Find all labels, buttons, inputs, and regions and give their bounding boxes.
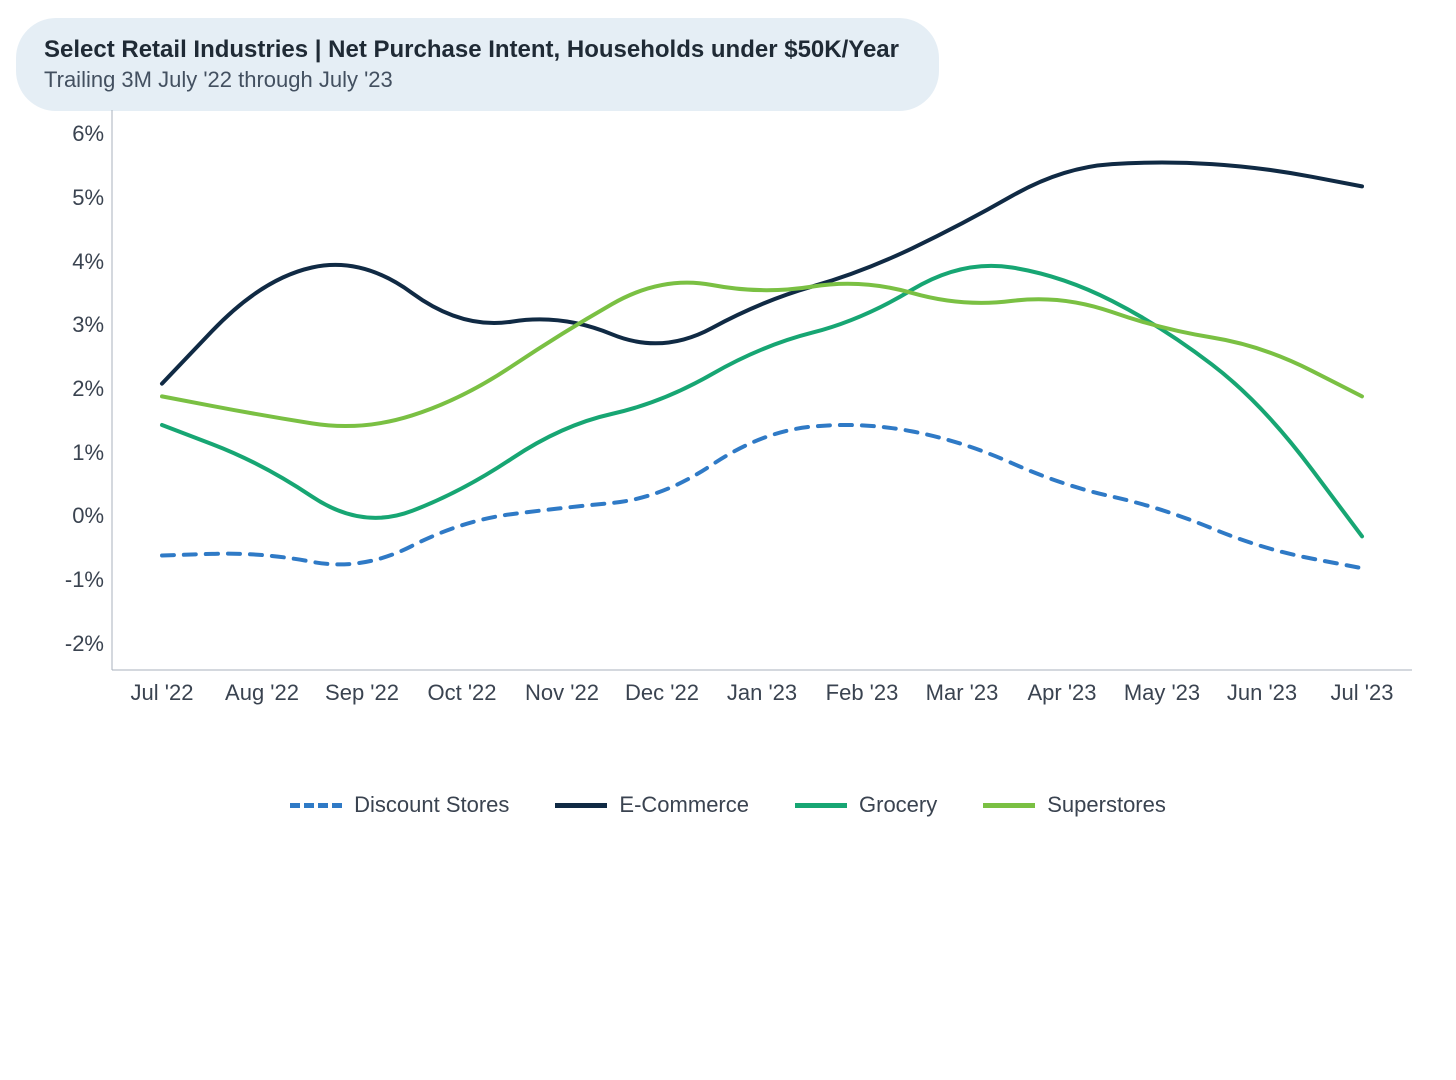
legend-item: Grocery (795, 792, 937, 818)
chart-subtitle: Trailing 3M July '22 through July '23 (44, 67, 899, 93)
x-tick-label: Aug '22 (212, 680, 312, 706)
x-tick-label: Feb '23 (812, 680, 912, 706)
legend-swatch (983, 803, 1035, 808)
legend: Discount Stores E-Commerce Grocery Supersto… (0, 792, 1456, 818)
x-tick-label: Jul '23 (1312, 680, 1412, 706)
x-tick-label: Jan '23 (712, 680, 812, 706)
chart-title: Select Retail Industries | Net Purchase … (44, 36, 899, 65)
legend-item: E-Commerce (555, 792, 749, 818)
legend-swatch (795, 803, 847, 808)
legend-label: Discount Stores (354, 792, 509, 818)
plot-svg (28, 110, 1422, 680)
x-tick-label: Jul '22 (112, 680, 212, 706)
legend-swatch (555, 803, 607, 808)
legend-label: E-Commerce (619, 792, 749, 818)
legend-item: Superstores (983, 792, 1166, 818)
title-pill: Select Retail Industries | Net Purchase … (16, 18, 939, 111)
legend-item: Discount Stores (290, 792, 509, 818)
x-tick-label: Apr '23 (1012, 680, 1112, 706)
x-tick-label: May '23 (1112, 680, 1212, 706)
series-line (162, 425, 1362, 568)
legend-label: Superstores (1047, 792, 1166, 818)
x-tick-label: Nov '22 (512, 680, 612, 706)
x-tick-label: Oct '22 (412, 680, 512, 706)
x-tick-label: Dec '22 (612, 680, 712, 706)
chart-area: -2%-1%0%1%2%3%4%5%6%Jul '22Aug '22Sep '2… (28, 110, 1428, 750)
x-tick-label: Mar '23 (912, 680, 1012, 706)
x-tick-label: Jun '23 (1212, 680, 1312, 706)
chart-stage: Select Retail Industries | Net Purchase … (0, 0, 1456, 1080)
x-tick-label: Sep '22 (312, 680, 412, 706)
legend-swatch (290, 803, 342, 808)
series-line (162, 266, 1362, 537)
legend-label: Grocery (859, 792, 937, 818)
